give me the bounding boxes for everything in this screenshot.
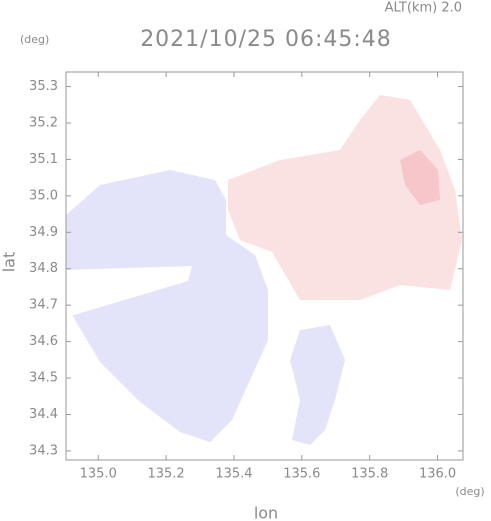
y-tick-label: 35.2 xyxy=(29,116,58,131)
y-tick-label: 35.3 xyxy=(29,79,58,94)
white-wedge xyxy=(64,266,192,318)
altitude-label: ALT(km) 2.0 xyxy=(385,1,462,16)
y-tick-label: 35.0 xyxy=(29,188,58,203)
x-axis-label: lon xyxy=(254,504,278,521)
y-tick-label: 34.6 xyxy=(29,334,58,349)
red-core xyxy=(400,150,440,205)
echo-field xyxy=(64,95,462,445)
x-tick-label: 135.4 xyxy=(215,467,252,482)
red-region xyxy=(228,95,462,300)
x-unit: (deg) xyxy=(455,485,484,498)
y-tick-label: 34.8 xyxy=(29,261,58,276)
plot-frame xyxy=(65,71,464,461)
y-axis-label: lat xyxy=(0,252,19,273)
blue-patch xyxy=(290,325,345,445)
y-tick-label: 34.4 xyxy=(29,407,58,422)
chart-title: 2021/10/25 06:45:48 xyxy=(140,27,392,52)
x-tick-label: 135.2 xyxy=(147,467,184,482)
y-unit: (deg) xyxy=(20,33,49,46)
blue-region xyxy=(66,170,268,442)
y-tick-label: 34.9 xyxy=(29,225,58,240)
x-tick-label: 136.0 xyxy=(419,467,456,482)
y-tick-label: 34.3 xyxy=(29,443,58,458)
x-tick-label: 135.8 xyxy=(351,467,388,482)
y-tick-label: 34.7 xyxy=(29,298,58,313)
x-tick-label: 135.0 xyxy=(80,467,117,482)
x-tick-label: 135.6 xyxy=(283,467,320,482)
y-tick-label: 34.5 xyxy=(29,371,58,386)
y-tick-label: 35.1 xyxy=(29,152,58,167)
